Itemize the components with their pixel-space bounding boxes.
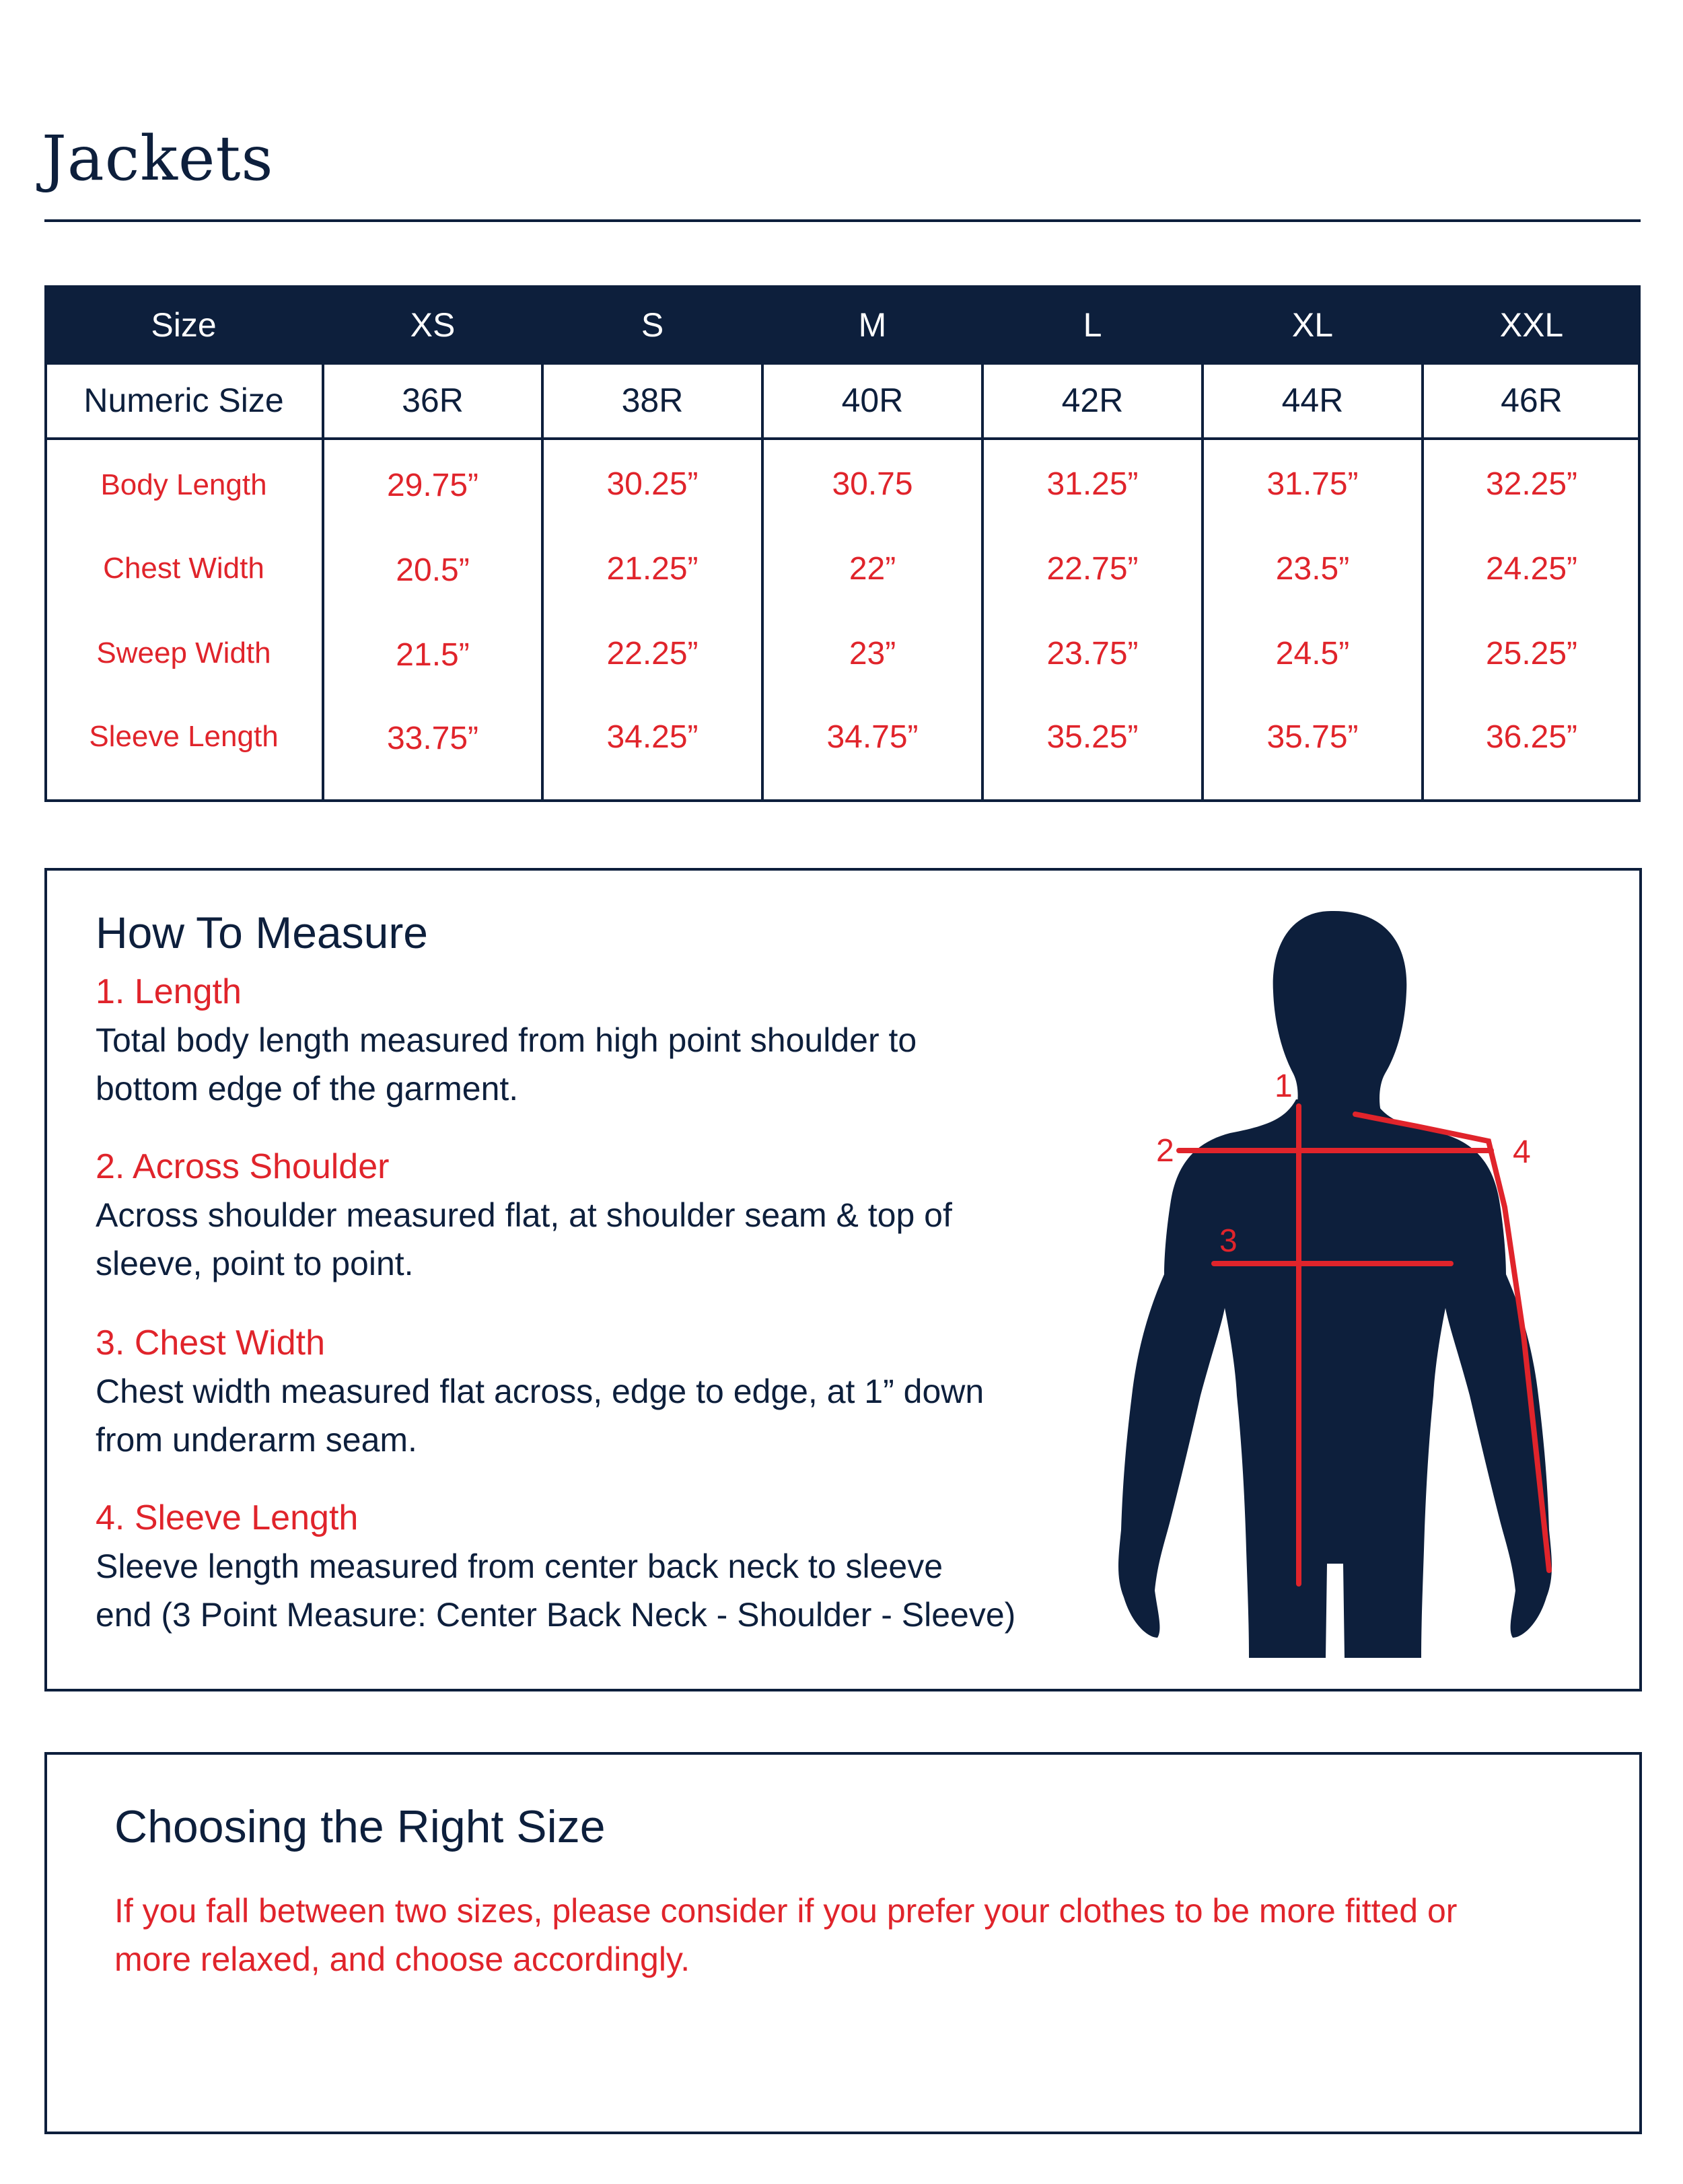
numeric-size-cell: 44R: [1281, 381, 1344, 419]
step-title-across-shoulder: 2. Across Shoulder: [96, 1147, 390, 1186]
numeric-size-cell: 36R: [402, 381, 464, 419]
size-chart-table: Size XS S M L XL XXL Numeric Size 36R 38…: [44, 285, 1641, 802]
numeric-size-cell: 46R: [1501, 381, 1563, 419]
numeric-size-label: Numeric Size: [83, 381, 284, 419]
numeric-size-cell: 38R: [621, 381, 684, 419]
marker-4: 4: [1513, 1134, 1531, 1170]
step-description: Sleeve length measured from center back …: [96, 1542, 1105, 1639]
measurement-cell: 30.75: [832, 466, 913, 502]
table-grid-lines: [44, 362, 1641, 802]
step-line: Sleeve length measured from center back …: [96, 1548, 943, 1585]
measurement-cell: 24.25”: [1485, 551, 1578, 587]
measurement-cell: 36.25”: [1485, 719, 1578, 755]
step-line: end (3 Point Measure: Center Back Neck -…: [96, 1596, 1016, 1634]
row-label-body-length: Body Length: [100, 468, 267, 501]
table-header-row: Size XS S M L XL XXL: [44, 285, 1641, 365]
header-cell-size: XXL: [1499, 306, 1564, 344]
marker-2: 2: [1156, 1133, 1174, 1169]
step-line: Across shoulder measured flat, at should…: [96, 1196, 952, 1234]
measurement-cell: 32.25”: [1485, 466, 1578, 502]
measurement-cell: 23”: [849, 636, 896, 671]
measurement-cell: 31.25”: [1046, 466, 1139, 502]
choosing-right-size-panel: Choosing the Right Size If you fall betw…: [44, 1752, 1642, 2134]
marker-1: 1: [1275, 1068, 1293, 1104]
measurement-cell: 35.25”: [1046, 719, 1139, 755]
step-title-chest-width: 3. Chest Width: [96, 1323, 326, 1362]
measurement-cell: 21.25”: [606, 551, 699, 587]
step-description: Total body length measured from high poi…: [96, 1016, 1105, 1113]
measurement-cell: 21.5”: [396, 637, 470, 673]
measurement-cell: 23.75”: [1046, 636, 1139, 671]
how-to-measure-panel: How To Measure 1. Length Total body leng…: [44, 868, 1642, 1691]
measurement-cell: 35.75”: [1266, 719, 1359, 755]
table-body: Numeric Size 36R 38R 40R 42R 44R 46R Bod…: [44, 362, 1641, 802]
header-cell-size: M: [858, 306, 887, 344]
advice-line: more relaxed, and choose accordingly.: [114, 1940, 690, 1978]
header-cell-size: XS: [410, 306, 456, 344]
marker-3: 3: [1219, 1223, 1238, 1259]
step-line: from underarm seam.: [96, 1421, 417, 1459]
step-description: Chest width measured flat across, edge t…: [96, 1367, 1105, 1464]
numeric-size-cell: 42R: [1061, 381, 1124, 419]
measurement-cell: 34.25”: [606, 719, 699, 755]
human-torso-silhouette-icon: 1 2 3 4: [1118, 910, 1552, 1658]
row-label-sleeve-length: Sleeve Length: [89, 720, 279, 753]
step-line: sleeve, point to point.: [96, 1245, 414, 1282]
step-description: Across shoulder measured flat, at should…: [96, 1191, 1105, 1288]
measurement-cell: 23.5”: [1275, 551, 1350, 587]
measurement-cell: 34.75”: [826, 719, 919, 755]
header-cell-size: XL: [1291, 306, 1334, 344]
step-title-length: 1. Length: [96, 972, 242, 1011]
measurement-cell: 30.25”: [606, 466, 699, 502]
page-title: Jackets: [42, 122, 274, 194]
measurement-cell: 22.75”: [1046, 551, 1139, 587]
measurement-cell: 31.75”: [1266, 466, 1359, 502]
advice-line: If you fall between two sizes, please co…: [114, 1892, 1458, 1930]
title-divider: [44, 219, 1641, 222]
how-to-measure-heading: How To Measure: [96, 908, 429, 957]
measurement-cell: 25.25”: [1485, 636, 1578, 671]
step-title-sleeve-length: 4. Sleeve Length: [96, 1498, 359, 1537]
measurement-cell: 29.75”: [386, 468, 479, 503]
choosing-advice-text: If you fall between two sizes, please co…: [114, 1887, 1608, 1983]
measurement-cell: 20.5”: [396, 552, 470, 588]
header-cell-size: L: [1083, 306, 1102, 344]
step-line: Total body length measured from high poi…: [96, 1021, 917, 1059]
step-line: bottom edge of the garment.: [96, 1070, 519, 1107]
measurement-cell: 22.25”: [606, 636, 699, 671]
row-label-sweep-width: Sweep Width: [96, 636, 271, 669]
header-cell-size-label: Size: [151, 306, 217, 344]
measurement-cell: 22”: [849, 551, 896, 587]
header-cell-size: S: [641, 306, 664, 344]
measurement-cell: 24.5”: [1275, 636, 1350, 671]
step-line: Chest width measured flat across, edge t…: [96, 1373, 984, 1410]
numeric-size-cell: 40R: [841, 381, 904, 419]
row-label-chest-width: Chest Width: [103, 552, 264, 585]
measurement-cell: 33.75”: [386, 721, 479, 756]
choosing-heading: Choosing the Right Size: [114, 1801, 606, 1852]
